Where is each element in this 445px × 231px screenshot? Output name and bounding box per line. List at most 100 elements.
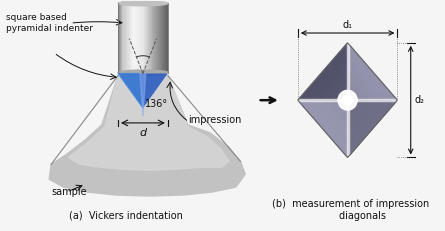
Polygon shape [124,3,125,73]
Polygon shape [348,100,377,135]
Polygon shape [325,74,348,100]
Polygon shape [167,3,168,73]
Polygon shape [348,49,392,100]
Polygon shape [323,72,348,100]
Polygon shape [151,3,152,73]
Polygon shape [122,3,123,73]
Polygon shape [310,57,348,100]
Polygon shape [305,52,348,100]
Polygon shape [348,69,375,100]
Polygon shape [348,100,397,158]
Polygon shape [300,46,348,100]
Circle shape [343,95,352,105]
Polygon shape [153,3,154,73]
Polygon shape [126,3,127,73]
Text: square based
pyramidal indenter: square based pyramidal indenter [6,13,93,33]
Polygon shape [348,100,368,123]
Circle shape [338,90,357,110]
Polygon shape [164,3,165,73]
Polygon shape [338,89,348,100]
Polygon shape [348,100,352,106]
Polygon shape [125,3,126,73]
Text: 136°: 136° [145,99,168,109]
Polygon shape [143,3,144,73]
Polygon shape [348,100,360,115]
Polygon shape [343,94,348,100]
Polygon shape [163,3,164,73]
Polygon shape [313,60,348,100]
Polygon shape [348,100,385,143]
Polygon shape [118,3,119,73]
Polygon shape [348,74,370,100]
Polygon shape [149,3,150,73]
Polygon shape [338,100,348,112]
Polygon shape [118,73,168,108]
Polygon shape [348,77,368,100]
Polygon shape [159,3,160,73]
Polygon shape [303,49,348,100]
Polygon shape [348,100,363,117]
Polygon shape [348,89,357,100]
Polygon shape [348,43,397,100]
Polygon shape [162,3,163,73]
Polygon shape [348,91,355,100]
Polygon shape [318,100,348,135]
Polygon shape [348,54,388,100]
Polygon shape [157,3,158,73]
Polygon shape [320,69,348,100]
Polygon shape [49,76,245,196]
Polygon shape [333,83,348,100]
Polygon shape [155,3,156,73]
Text: d₁: d₁ [343,20,352,30]
Text: sample: sample [51,187,87,197]
Polygon shape [348,52,390,100]
Polygon shape [160,3,161,73]
Polygon shape [348,43,397,100]
Polygon shape [156,3,157,73]
Polygon shape [120,3,121,73]
Polygon shape [298,43,348,100]
Polygon shape [152,3,153,73]
Polygon shape [158,3,159,73]
Text: d₂: d₂ [415,95,425,105]
Polygon shape [348,46,395,100]
Polygon shape [127,3,128,73]
Polygon shape [165,3,166,73]
Polygon shape [348,100,395,155]
Polygon shape [343,100,348,106]
Polygon shape [161,3,162,73]
Polygon shape [131,3,132,73]
Polygon shape [348,100,355,109]
Polygon shape [348,63,380,100]
Polygon shape [137,3,138,73]
Polygon shape [348,100,392,152]
Polygon shape [330,100,348,120]
Polygon shape [154,3,155,73]
Polygon shape [129,3,130,73]
Polygon shape [298,100,348,158]
Polygon shape [348,66,377,100]
Polygon shape [140,73,146,116]
Polygon shape [133,3,134,73]
Polygon shape [348,100,375,132]
Polygon shape [166,3,167,73]
Polygon shape [318,66,348,100]
Polygon shape [69,76,229,170]
Polygon shape [150,3,151,73]
Polygon shape [335,86,348,100]
Polygon shape [298,100,348,158]
Polygon shape [305,100,348,149]
Text: impression: impression [188,115,241,125]
Text: (a)  Vickers indentation: (a) Vickers indentation [69,211,182,221]
Polygon shape [315,100,348,137]
Polygon shape [320,100,348,132]
Polygon shape [348,100,390,149]
Polygon shape [348,80,365,100]
Polygon shape [323,100,348,129]
Polygon shape [139,3,140,73]
Text: (b)  measurement of impression
        diagonals: (b) measurement of impression diagonals [272,199,429,221]
Polygon shape [348,72,372,100]
Polygon shape [148,3,149,73]
Polygon shape [340,91,348,100]
Polygon shape [348,100,370,126]
